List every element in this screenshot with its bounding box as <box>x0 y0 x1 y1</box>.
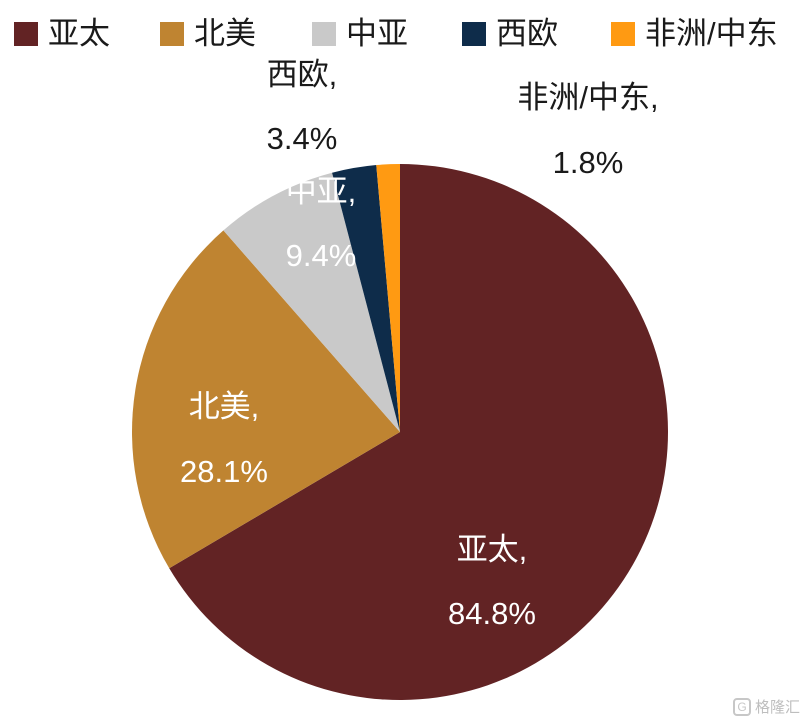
legend-swatch <box>462 22 486 46</box>
watermark-text: 格隆汇 <box>754 699 800 716</box>
slice-value-label-africa-middle-east: 1.8% <box>553 145 624 180</box>
legend-swatch <box>312 22 336 46</box>
pie-slice-central-asia <box>223 172 400 432</box>
slice-name-label-asia-pacific: 亚太, <box>457 532 528 567</box>
legend-item-western-europe: 西欧 <box>462 10 558 58</box>
legend-label: 非洲/中东 <box>645 16 778 51</box>
slice-name-label-africa-middle-east: 非洲/中东, <box>517 80 658 115</box>
slice-name-label-central-asia: 中亚, <box>286 174 357 209</box>
pie-slice-africa-middle-east <box>376 164 400 432</box>
brand-logo-icon: G <box>732 697 751 716</box>
legend-swatch <box>14 22 38 46</box>
legend-label: 北美 <box>194 16 256 51</box>
chart-legend: 亚太 北美 中亚 西欧 非洲/中东 <box>0 10 812 58</box>
legend-label: 亚太 <box>48 16 110 51</box>
slice-value-label-north-america: 28.1% <box>180 454 268 489</box>
slice-value-label-western-europe: 3.4% <box>267 121 338 156</box>
slice-name-label-north-america: 北美, <box>189 389 260 424</box>
slice-value-label-asia-pacific: 84.8% <box>448 596 536 631</box>
legend-item-central-asia: 中亚 <box>312 10 408 58</box>
pie-slice-north-america <box>132 230 400 569</box>
watermark: G 格隆汇 <box>732 696 800 717</box>
pie-slice-asia-pacific <box>169 164 669 700</box>
legend-swatch <box>611 22 635 46</box>
legend-label: 中亚 <box>346 16 408 51</box>
slice-value-label-central-asia: 9.4% <box>286 238 357 273</box>
legend-swatch <box>160 22 184 46</box>
slice-name-label-western-europe: 西欧, <box>267 57 338 92</box>
legend-item-africa-middle-east: 非洲/中东 <box>611 10 778 58</box>
legend-item-asia-pacific: 亚太 <box>14 10 110 58</box>
legend-label: 西欧 <box>496 16 558 51</box>
pie-slice-western-europe <box>332 165 400 433</box>
legend-item-north-america: 北美 <box>160 10 256 58</box>
